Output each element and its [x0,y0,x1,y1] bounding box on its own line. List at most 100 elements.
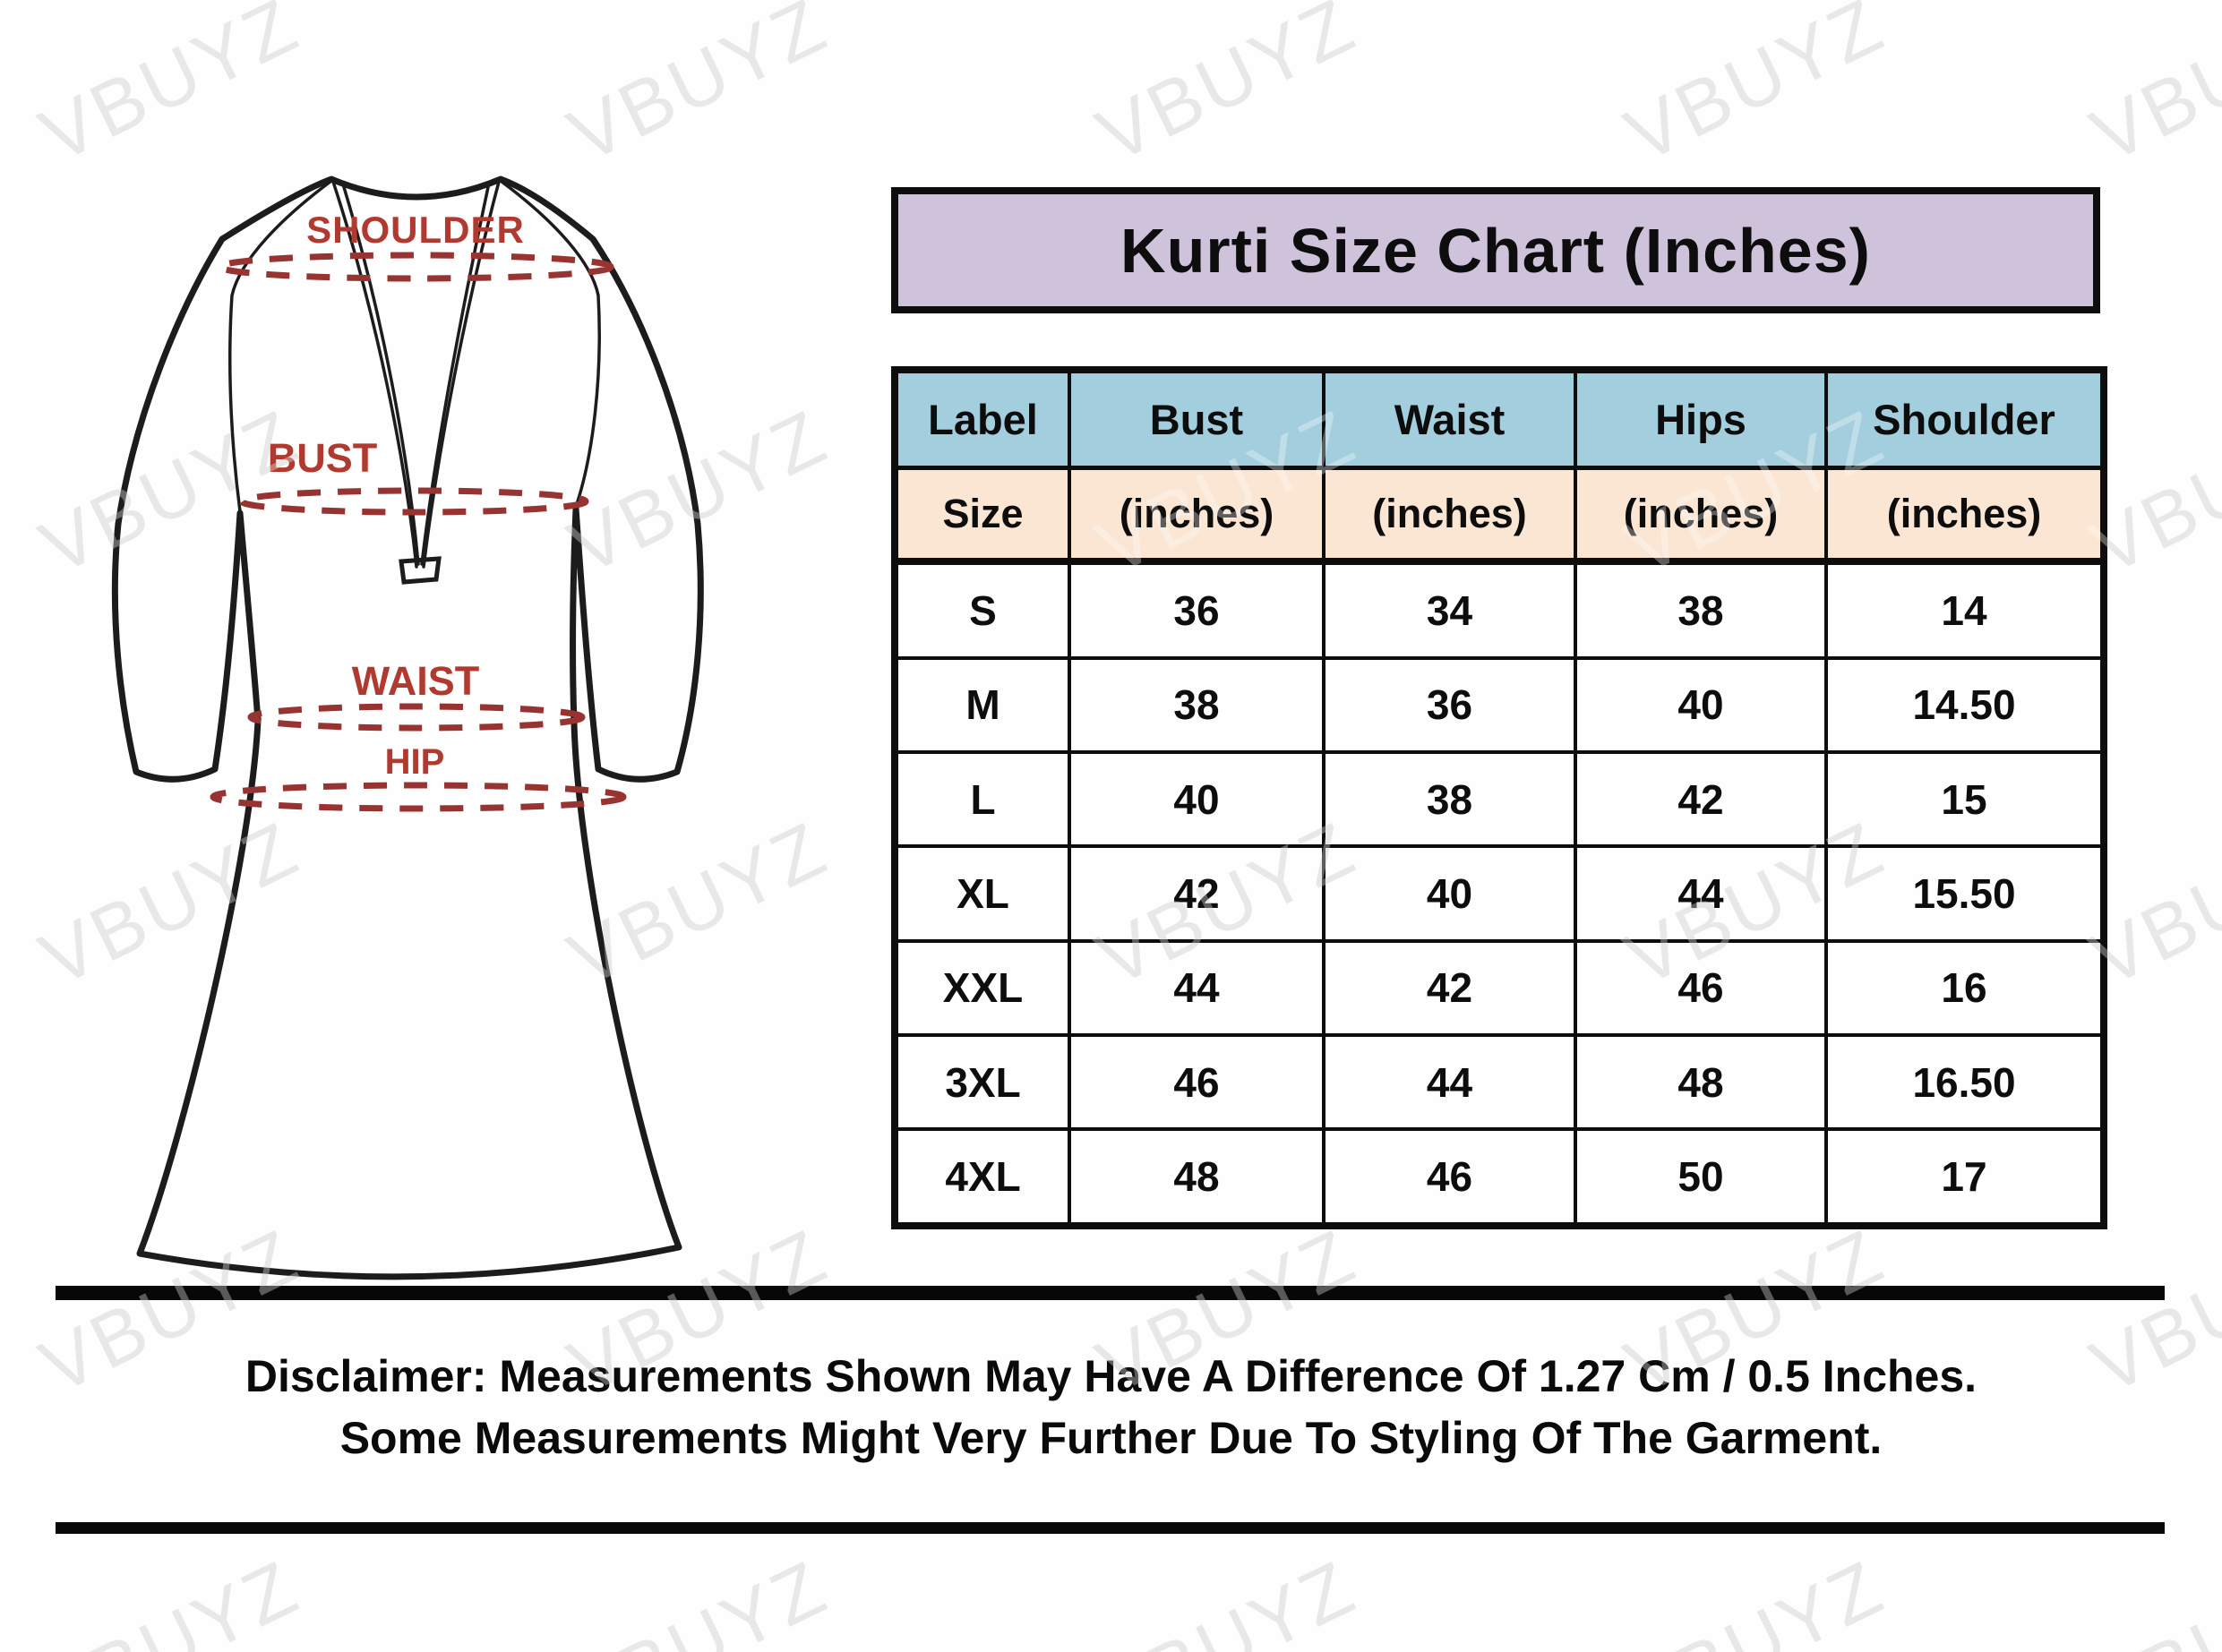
measurement-cell: 17 [1824,1127,2106,1228]
left-armhole-seam [228,179,333,513]
disclaimer-line-1: Disclaimer: Measurements Shown May Have … [245,1351,1977,1401]
col-header-hips: Hips [1574,368,1828,470]
vbuyz-watermark: VBUYZ [555,0,841,179]
column-header-row: Label Bust Waist Hips Shoulder [893,368,2106,470]
measurement-cell: 44 [1322,1033,1577,1132]
units-shoulder: (inches) [1824,466,2106,565]
size-row-S: S 36 34 38 14 [893,560,2106,660]
vbuyz-watermark: VBUYZ [555,805,841,1003]
bust-measure-line [238,487,589,516]
size-label-cell: 4XL [893,1127,1071,1228]
size-rows: S 36 34 38 14 M 38 36 40 14.50 L 40 38 42 15 XL 42 40 44 15… [893,560,2106,1228]
size-label-cell: XXL [893,938,1071,1038]
placket-right-edge [422,180,501,569]
vbuyz-watermark: VBUYZ [27,0,313,179]
size-row-4XL: 4XL 48 46 50 17 [893,1127,2106,1228]
disclaimer: Disclaimer: Measurements Shown May Have … [0,1346,2222,1469]
measurement-cell: 42 [1574,749,1828,849]
vbuyz-watermark: VBUYZ [2078,1544,2222,1652]
vbuyz-watermark: VBUYZ [555,1212,841,1410]
measurement-cell: 34 [1322,560,1577,660]
measurement-cell: 44 [1068,938,1325,1038]
size-label-cell: 3XL [893,1033,1071,1132]
vbuyz-watermark: VBUYZ [1084,805,1369,1003]
placket-left-edge [331,180,418,569]
vbuyz-watermark: VBUYZ [1084,1544,1369,1652]
hip-measure-line [210,782,627,812]
kurti-diagram: SHOULDER BUST WAIST HIP [111,175,704,1280]
vbuyz-watermark: VBUYZ [2078,0,2222,179]
measurement-cell: 46 [1068,1033,1325,1132]
shoulder-label: SHOULDER [306,209,525,251]
col-header-bust: Bust [1068,368,1325,470]
divider-rule-top [56,1286,2165,1300]
measurement-cell: 46 [1574,938,1828,1038]
measurement-cell: 40 [1322,844,1577,943]
disclaimer-line-2: Some Measurements Might Very Further Due… [339,1413,1883,1463]
measurement-cell: 38 [1068,655,1325,754]
measurement-cell: 38 [1322,749,1577,849]
vbuyz-watermark: VBUYZ [27,1212,313,1410]
size-label-cell: L [893,749,1071,849]
measurement-cell: 14.50 [1824,655,2106,754]
waist-measure-line [247,703,586,732]
measurement-cell: 40 [1068,749,1325,849]
measurement-cell: 16 [1824,938,2106,1038]
size-label-cell: XL [893,844,1071,943]
size-row-M: M 38 36 40 14.50 [893,655,2106,754]
units-bust: (inches) [1068,466,1325,565]
vbuyz-watermark: VBUYZ [1084,1212,1369,1410]
vbuyz-watermark: VBUYZ [555,1544,841,1652]
vbuyz-watermark: VBUYZ [27,1544,313,1652]
col-header-shoulder: Shoulder [1824,368,2106,470]
waist-label: WAIST [352,658,480,704]
measurement-cell: 16.50 [1824,1033,2106,1132]
chart-title: Kurti Size Chart (Inches) [1120,215,1871,286]
col-header-label: Label [893,368,1071,470]
units-hips: (inches) [1574,466,1828,565]
col-header-waist: Waist [1322,368,1577,470]
vbuyz-watermark: VBUYZ [2078,805,2222,1003]
vbuyz-watermark: VBUYZ [1612,1544,1898,1652]
size-row-3XL: 3XL 46 44 48 16.50 [893,1033,2106,1132]
measurement-cell: 40 [1574,655,1828,754]
measurement-cell: 14 [1824,560,2106,660]
units-size: Size [893,466,1071,565]
vbuyz-watermark: VBUYZ [555,393,841,591]
vbuyz-watermark: VBUYZ [1084,393,1369,591]
measurement-cell: 48 [1574,1033,1828,1132]
measurement-cell: 42 [1322,938,1577,1038]
size-chart-table: Label Bust Waist Hips Shoulder Size (inc… [891,366,2107,1229]
measurement-cell: 42 [1068,844,1325,943]
measurement-cell: 15 [1824,749,2106,849]
size-row-XL: XL 42 40 44 15.50 [893,844,2106,943]
size-row-XXL: XXL 44 42 46 16 [893,938,2106,1038]
measurement-cell: 15.50 [1824,844,2106,943]
right-armhole-seam [499,179,601,509]
vbuyz-watermark: VBUYZ [1612,1212,1898,1410]
placket-notch [399,556,442,585]
size-label-cell: M [893,655,1071,754]
vbuyz-watermark: VBUYZ [1612,805,1898,1003]
units-waist: (inches) [1322,466,1577,565]
size-row-L: L 40 38 42 15 [893,749,2106,849]
placket-right-inner [420,185,490,566]
measurement-cell: 48 [1068,1127,1325,1228]
size-label-cell: S [893,560,1071,660]
divider-rule-bottom [56,1522,2165,1534]
bust-label: BUST [268,435,378,481]
units-header-row: Size (inches) (inches) (inches) (inches) [893,466,2106,565]
vbuyz-watermark: VBUYZ [27,393,313,591]
hip-label: HIP [385,742,445,782]
vbuyz-watermark: VBUYZ [1084,0,1369,179]
vbuyz-watermark: VBUYZ [2078,1212,2222,1410]
vbuyz-watermark: VBUYZ [2078,393,2222,591]
measurement-cell: 44 [1574,844,1828,943]
measurement-cell: 50 [1574,1127,1828,1228]
vbuyz-watermark: VBUYZ [1612,0,1898,179]
placket-left-inner [342,185,420,566]
vbuyz-watermark: VBUYZ [27,805,313,1003]
kurti-outline [111,175,704,1280]
